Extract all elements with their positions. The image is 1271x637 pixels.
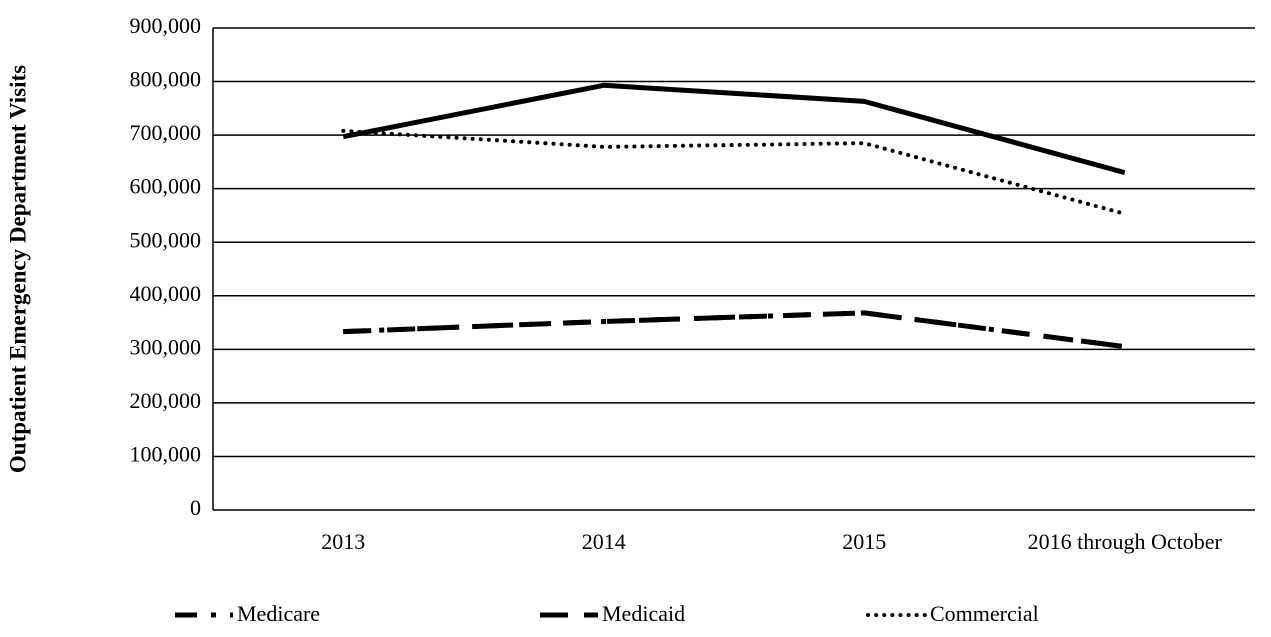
y-tick-label: 600,000 <box>130 174 202 199</box>
y-tick-label: 800,000 <box>130 67 202 92</box>
legend-label: Medicaid <box>602 601 685 626</box>
series-line <box>342 82 1126 176</box>
y-tick-label: 900,000 <box>130 13 202 38</box>
y-tick-label: 0 <box>190 495 201 520</box>
y-tick-label: 300,000 <box>130 334 202 359</box>
legend-label: Medicare <box>237 601 320 626</box>
y-tick-label: 400,000 <box>130 281 202 306</box>
y-tick-label: 700,000 <box>130 120 202 145</box>
y-axis-label: Outpatient Emergency Department Visits <box>5 65 30 473</box>
x-tick-label: 2014 <box>582 529 626 554</box>
y-tick-label: 100,000 <box>130 441 202 466</box>
y-tick-label: 200,000 <box>130 388 202 413</box>
x-tick-label: 2016 through October <box>1028 529 1223 554</box>
series-line <box>341 128 1127 216</box>
series-line <box>343 310 1126 350</box>
y-tick-label: 500,000 <box>130 227 202 252</box>
x-tick-label: 2015 <box>842 529 886 554</box>
legend-label: Commercial <box>930 601 1039 626</box>
x-tick-label: 2013 <box>321 529 365 554</box>
